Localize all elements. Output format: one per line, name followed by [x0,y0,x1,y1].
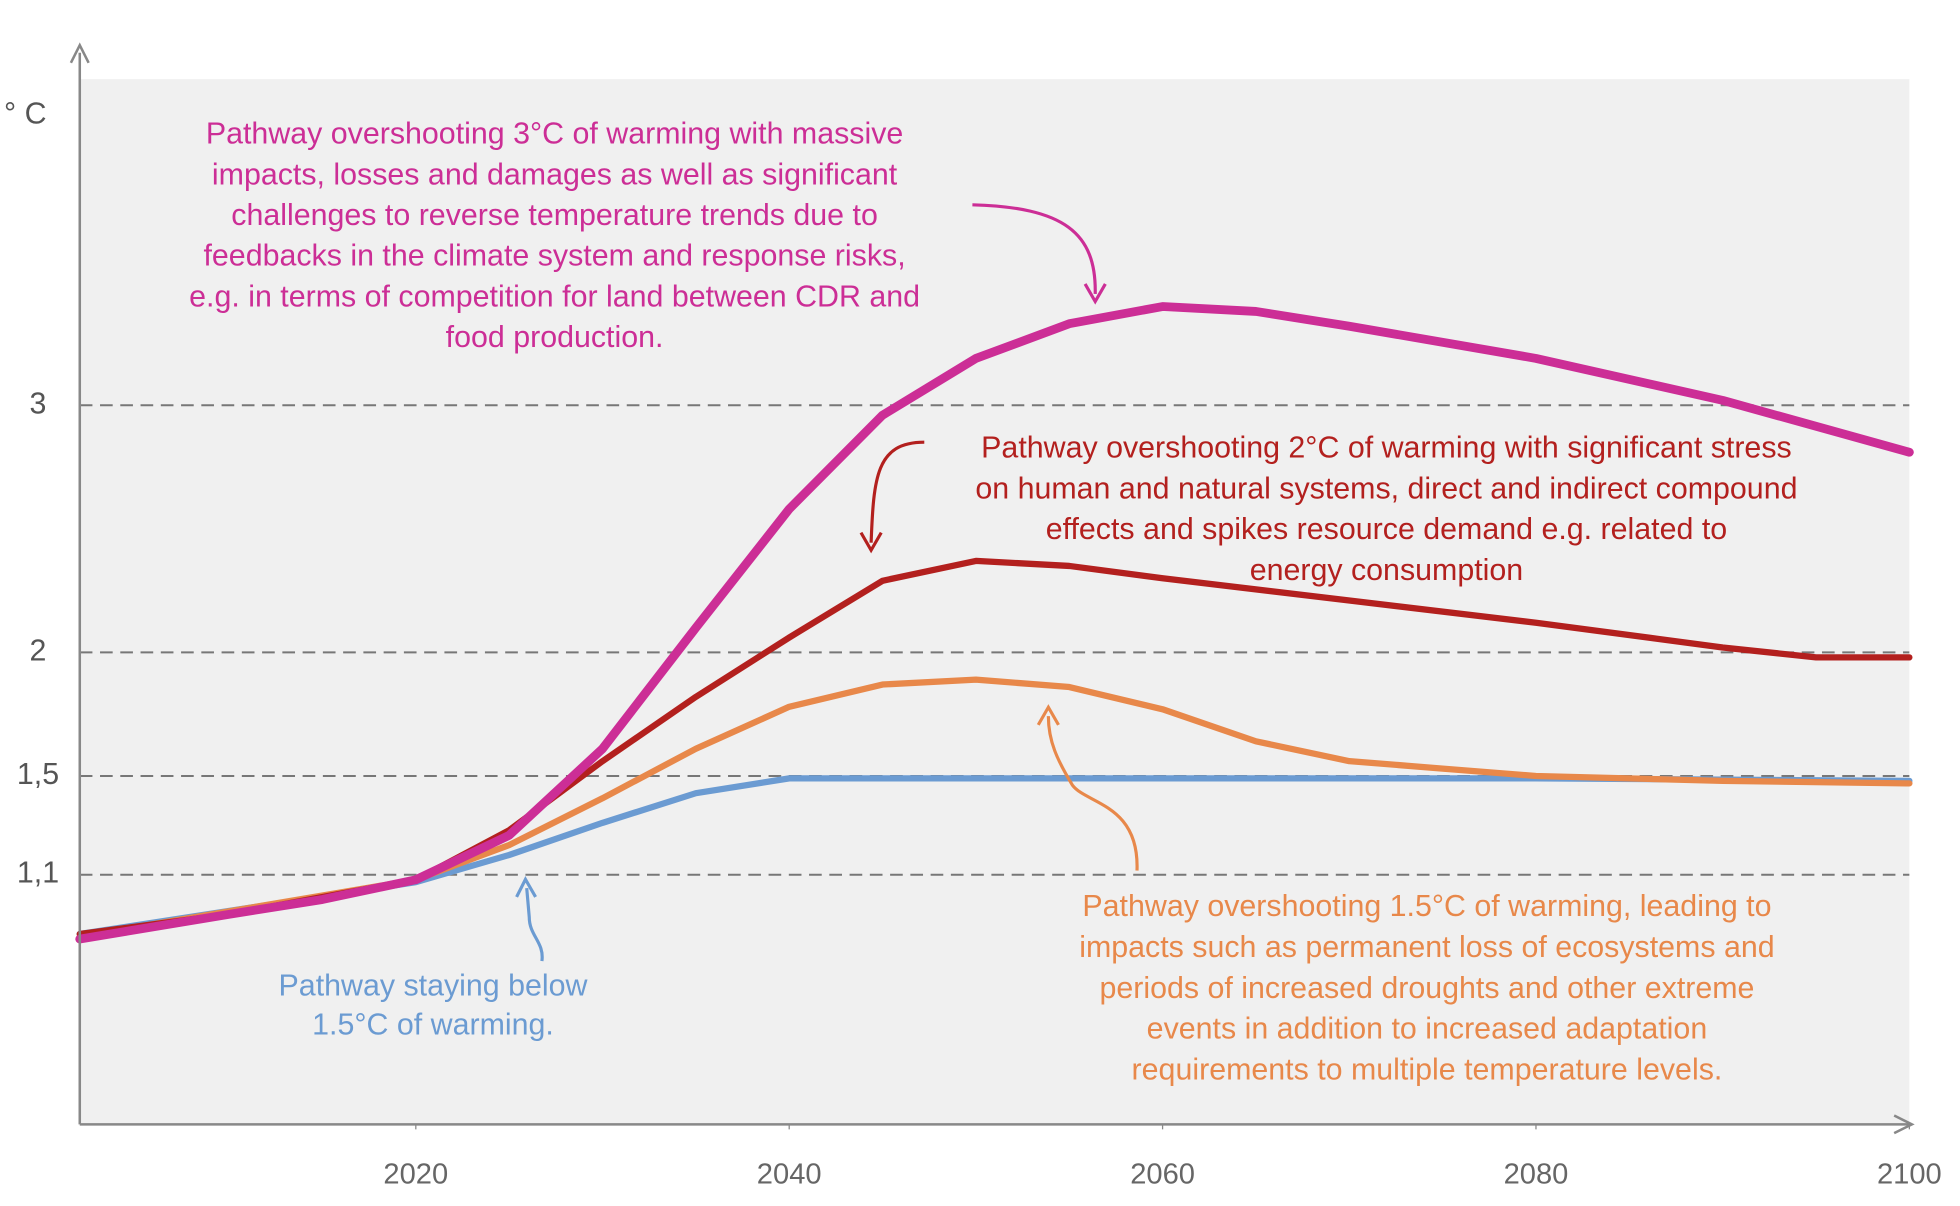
plot-background [79,79,1910,1125]
y-axis-label: ° C [4,98,47,131]
y-tick-label: 3 [30,387,47,420]
arrowhead [1036,704,1060,726]
arrow [1046,716,1139,871]
y-tick-label: 1,1 [17,857,59,890]
arrow [972,203,1097,294]
annotation-line: on human and natural systems, direct and… [975,473,1797,506]
x-tick-label: 2080 [1504,1159,1569,1191]
y-tick-label: 1,5 [17,758,59,791]
annotation-line: Pathway staying below [279,969,588,1002]
x-axis-arrow [1893,1114,1915,1135]
axes [69,42,1915,1135]
annotation-line: 1.5°C of warming. [312,1008,554,1041]
arrow [525,888,544,962]
x-tick-label: 2040 [757,1159,822,1191]
annotation-line: impacts, losses and damages as well as s… [212,158,898,191]
annotation-line: effects and spikes resource demand e.g. … [1046,513,1727,546]
arrowhead [1083,283,1107,305]
annotation-line: challenges to reverse temperature trends… [231,199,878,232]
x-tick-label: 2100 [1877,1159,1942,1191]
annotations: Pathway overshooting 3°C of warming with… [189,118,1797,1087]
annotation-arrows [515,203,1139,962]
x-tick-label: 2060 [1130,1159,1195,1191]
series-line [76,775,1913,938]
annotation-line: energy consumption [1250,554,1523,587]
y-axis-arrow [69,42,90,64]
annotation-line: Pathway overshooting 1.5°C of warming, l… [1082,890,1771,923]
annotation-line: Pathway overshooting 3°C of warming with… [206,118,903,151]
annotation-line: periods of increased droughts and other … [1099,972,1754,1005]
annotation-line: requirements to multiple temperature lev… [1132,1054,1723,1087]
arrow [869,440,925,543]
arrowhead [859,531,883,554]
series-line [76,676,1913,940]
annotation-line: e.g. in terms of competition for land be… [189,281,920,314]
series-line [75,302,1914,944]
arrowhead [515,876,537,898]
x-tick-label: 2020 [383,1159,448,1191]
annotation-line: events in addition to increased adaptati… [1147,1013,1708,1046]
annotation-line: Pathway overshooting 2°C of warming with… [981,432,1792,465]
series-lines [75,302,1914,944]
y-tick-label: 2 [30,634,47,667]
annotation-line: feedbacks in the climate system and resp… [203,240,905,273]
annotation-line: food production. [446,321,664,354]
annotation-line: impacts such as permanent loss of ecosys… [1079,931,1774,964]
